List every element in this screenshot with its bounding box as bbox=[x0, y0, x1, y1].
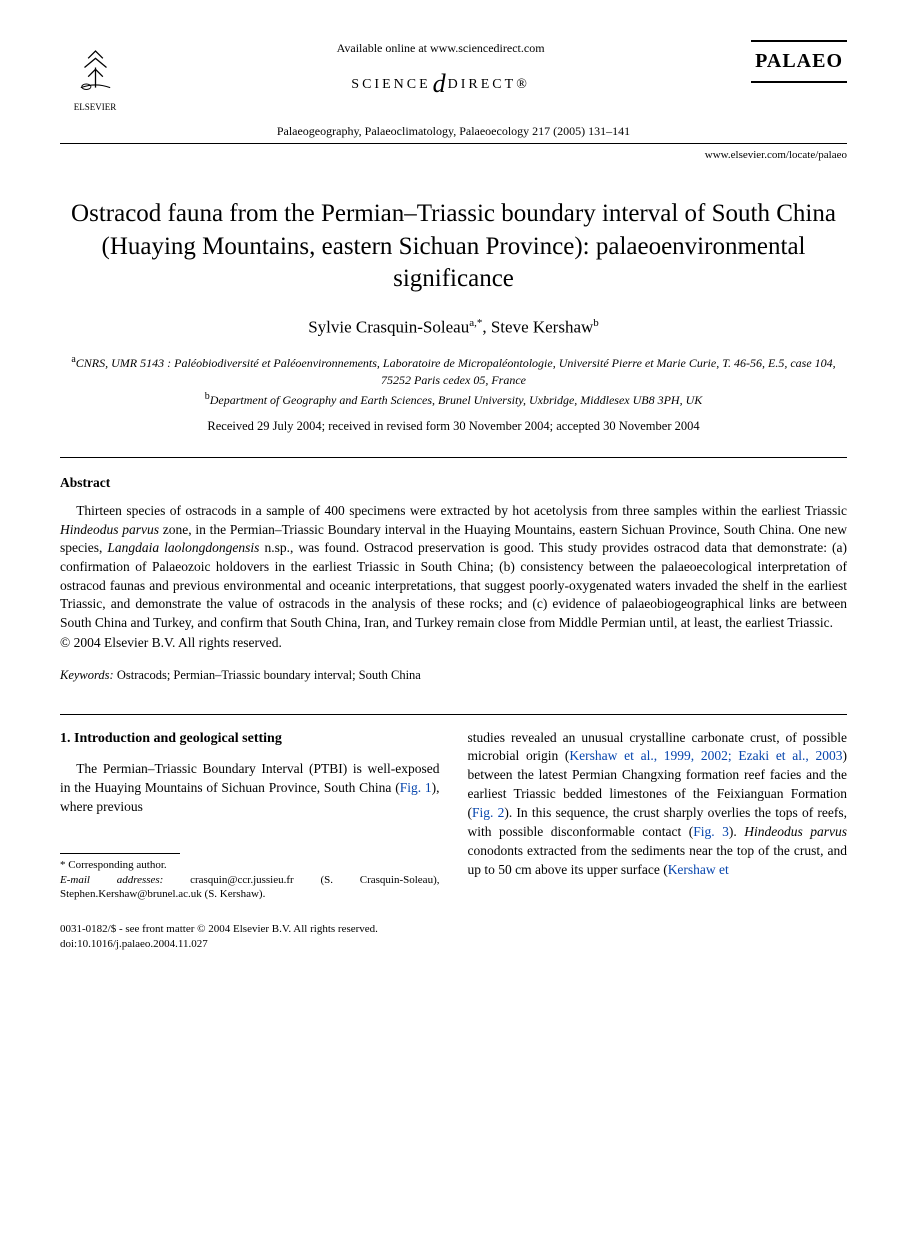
keywords-line: Keywords: Ostracods; Permian–Triassic bo… bbox=[60, 667, 847, 684]
available-online-text: Available online at www.sciencedirect.co… bbox=[337, 40, 545, 56]
fig1-link[interactable]: Fig. 1 bbox=[400, 780, 432, 795]
author-2-name: Steve Kershaw bbox=[491, 317, 593, 336]
abstract-text: Thirteen species of ostracods in a sampl… bbox=[60, 502, 847, 632]
front-matter-line: 0031-0182/$ - see front matter © 2004 El… bbox=[60, 922, 847, 937]
fig3-link[interactable]: Fig. 3 bbox=[693, 824, 729, 839]
footnote-rule bbox=[60, 853, 180, 854]
keywords-text: Ostracods; Permian–Triassic boundary int… bbox=[114, 668, 421, 682]
section-1-para-left: The Permian–Triassic Boundary Interval (… bbox=[60, 760, 440, 817]
doi-line: doi:10.1016/j.palaeo.2004.11.027 bbox=[60, 937, 847, 952]
elsevier-label: ELSEVIER bbox=[60, 101, 130, 113]
fig2-link[interactable]: Fig. 2 bbox=[472, 805, 504, 820]
author-2-affil-marker: b bbox=[593, 317, 599, 329]
sdirect-at-icon: d bbox=[433, 69, 446, 98]
article-title: Ostracod fauna from the Permian–Triassic… bbox=[60, 198, 847, 296]
ref-kershaw-cont-link[interactable]: Kershaw et bbox=[668, 862, 729, 877]
abstract-heading: Abstract bbox=[60, 474, 847, 492]
header-rule bbox=[60, 143, 847, 144]
s1-right-d: ). bbox=[729, 824, 744, 839]
palaeo-logo: PALAEO bbox=[751, 40, 847, 83]
ref-kershaw-ezaki-link[interactable]: Kershaw et al., 1999, 2002; Ezaki et al.… bbox=[569, 748, 842, 763]
abstract-bottom-rule bbox=[60, 714, 847, 715]
affil-a-text: CNRS, UMR 5143 : Paléobiodiversité et Pa… bbox=[76, 356, 836, 386]
abstract-italic-2: Langdaia laolongdongensis bbox=[107, 540, 259, 555]
page-header: ELSEVIER Available online at www.science… bbox=[60, 40, 847, 113]
abstract-italic-1: Hindeodus parvus bbox=[60, 522, 159, 537]
author-separator: , bbox=[482, 317, 491, 336]
body-columns: 1. Introduction and geological setting T… bbox=[60, 729, 847, 903]
author-1-affil-marker: a,* bbox=[469, 317, 482, 329]
elsevier-logo: ELSEVIER bbox=[60, 40, 130, 113]
availability-block: Available online at www.sciencedirect.co… bbox=[337, 40, 545, 101]
author-1-name: Sylvie Crasquin-Soleau bbox=[308, 317, 469, 336]
abstract-seg-1: Thirteen species of ostracods in a sampl… bbox=[76, 503, 847, 518]
section-1-heading: 1. Introduction and geological setting bbox=[60, 729, 440, 749]
s1-right-e: conodonts extracted from the sediments n… bbox=[468, 843, 848, 877]
sdirect-left: SCIENCE bbox=[351, 77, 430, 92]
keywords-label: Keywords: bbox=[60, 668, 114, 682]
email-label: E-mail addresses: bbox=[60, 874, 163, 886]
article-dates: Received 29 July 2004; received in revis… bbox=[60, 418, 847, 435]
elsevier-tree-icon bbox=[68, 40, 123, 95]
email-addresses: E-mail addresses: crasquin@ccr.jussieu.f… bbox=[60, 873, 440, 903]
journal-brand: PALAEO bbox=[751, 40, 847, 83]
right-column: studies revealed an unusual crystalline … bbox=[468, 729, 848, 903]
journal-reference: Palaeogeography, Palaeoclimatology, Pala… bbox=[60, 123, 847, 139]
left-column: 1. Introduction and geological setting T… bbox=[60, 729, 440, 903]
sdirect-right: DIRECT® bbox=[448, 77, 530, 92]
sciencedirect-logo: SCIENCEdDIRECT® bbox=[337, 66, 545, 101]
homepage-url: www.elsevier.com/locate/palaeo bbox=[60, 148, 847, 163]
affil-b-text: Department of Geography and Earth Scienc… bbox=[210, 393, 703, 407]
s1-left-a: The Permian–Triassic Boundary Interval (… bbox=[60, 761, 440, 795]
s1-italic-1: Hindeodus parvus bbox=[744, 824, 847, 839]
affiliation-a: aCNRS, UMR 5143 : Paléobiodiversité et P… bbox=[60, 353, 847, 387]
author-list: Sylvie Crasquin-Soleaua,*, Steve Kershaw… bbox=[60, 316, 847, 340]
affiliation-b: bDepartment of Geography and Earth Scien… bbox=[60, 390, 847, 408]
corresponding-author-note: * Corresponding author. bbox=[60, 858, 440, 873]
doi-block: 0031-0182/$ - see front matter © 2004 El… bbox=[60, 922, 847, 952]
abstract-top-rule bbox=[60, 457, 847, 458]
abstract-copyright: © 2004 Elsevier B.V. All rights reserved… bbox=[60, 634, 847, 652]
section-1-para-right: studies revealed an unusual crystalline … bbox=[468, 729, 848, 880]
